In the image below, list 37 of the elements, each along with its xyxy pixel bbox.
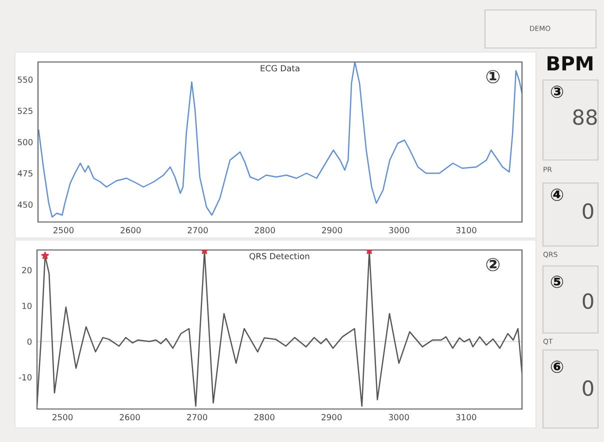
text: ④ xyxy=(550,188,564,201)
x-tick-label: 2800 xyxy=(254,414,274,420)
text: ⑤ xyxy=(550,276,564,288)
annotation: ① xyxy=(486,70,500,84)
text: 0 xyxy=(582,380,594,396)
y-tick-label: -10 xyxy=(18,374,32,380)
y-tick-label: 10 xyxy=(22,302,32,310)
x-tick-label: 2900 xyxy=(322,414,342,420)
text: BPM xyxy=(548,56,592,70)
annotation: ② xyxy=(486,258,500,272)
x-tick-label: 2500 xyxy=(52,414,73,420)
y-tick-label: 525 xyxy=(18,108,32,114)
x-tick-label: 2600 xyxy=(120,227,141,234)
x-tick-label: 3000 xyxy=(388,414,409,420)
y-tick-label: 550 xyxy=(18,76,33,83)
x-tick-label: 3000 xyxy=(389,227,410,234)
y-tick-label: 475 xyxy=(18,170,32,177)
line-series xyxy=(37,250,522,407)
x-tick-label: 2900 xyxy=(322,227,342,234)
x-tick-label: 2700 xyxy=(187,414,208,420)
x-tick-label: 3100 xyxy=(456,227,476,234)
x-tick-label: 2500 xyxy=(54,227,74,234)
y-tick-label: 20 xyxy=(22,266,32,274)
text: 0 xyxy=(582,203,594,220)
x-tick-label: 3100 xyxy=(456,414,476,420)
text: ③ xyxy=(550,86,564,98)
y-tick-label: 500 xyxy=(18,138,33,146)
chart-title: QRS Detection xyxy=(250,252,310,260)
y-tick-label: 450 xyxy=(18,201,33,208)
x-tick-label: 2700 xyxy=(188,227,208,234)
text: 0 xyxy=(582,293,594,310)
text: 88 xyxy=(573,109,597,126)
text: ⑥ xyxy=(550,360,564,373)
x-tick-label: 2800 xyxy=(254,227,275,234)
chart-title: ECG Data xyxy=(260,65,300,72)
y-tick-label: 0 xyxy=(27,338,32,345)
x-tick-label: 2600 xyxy=(120,414,140,420)
